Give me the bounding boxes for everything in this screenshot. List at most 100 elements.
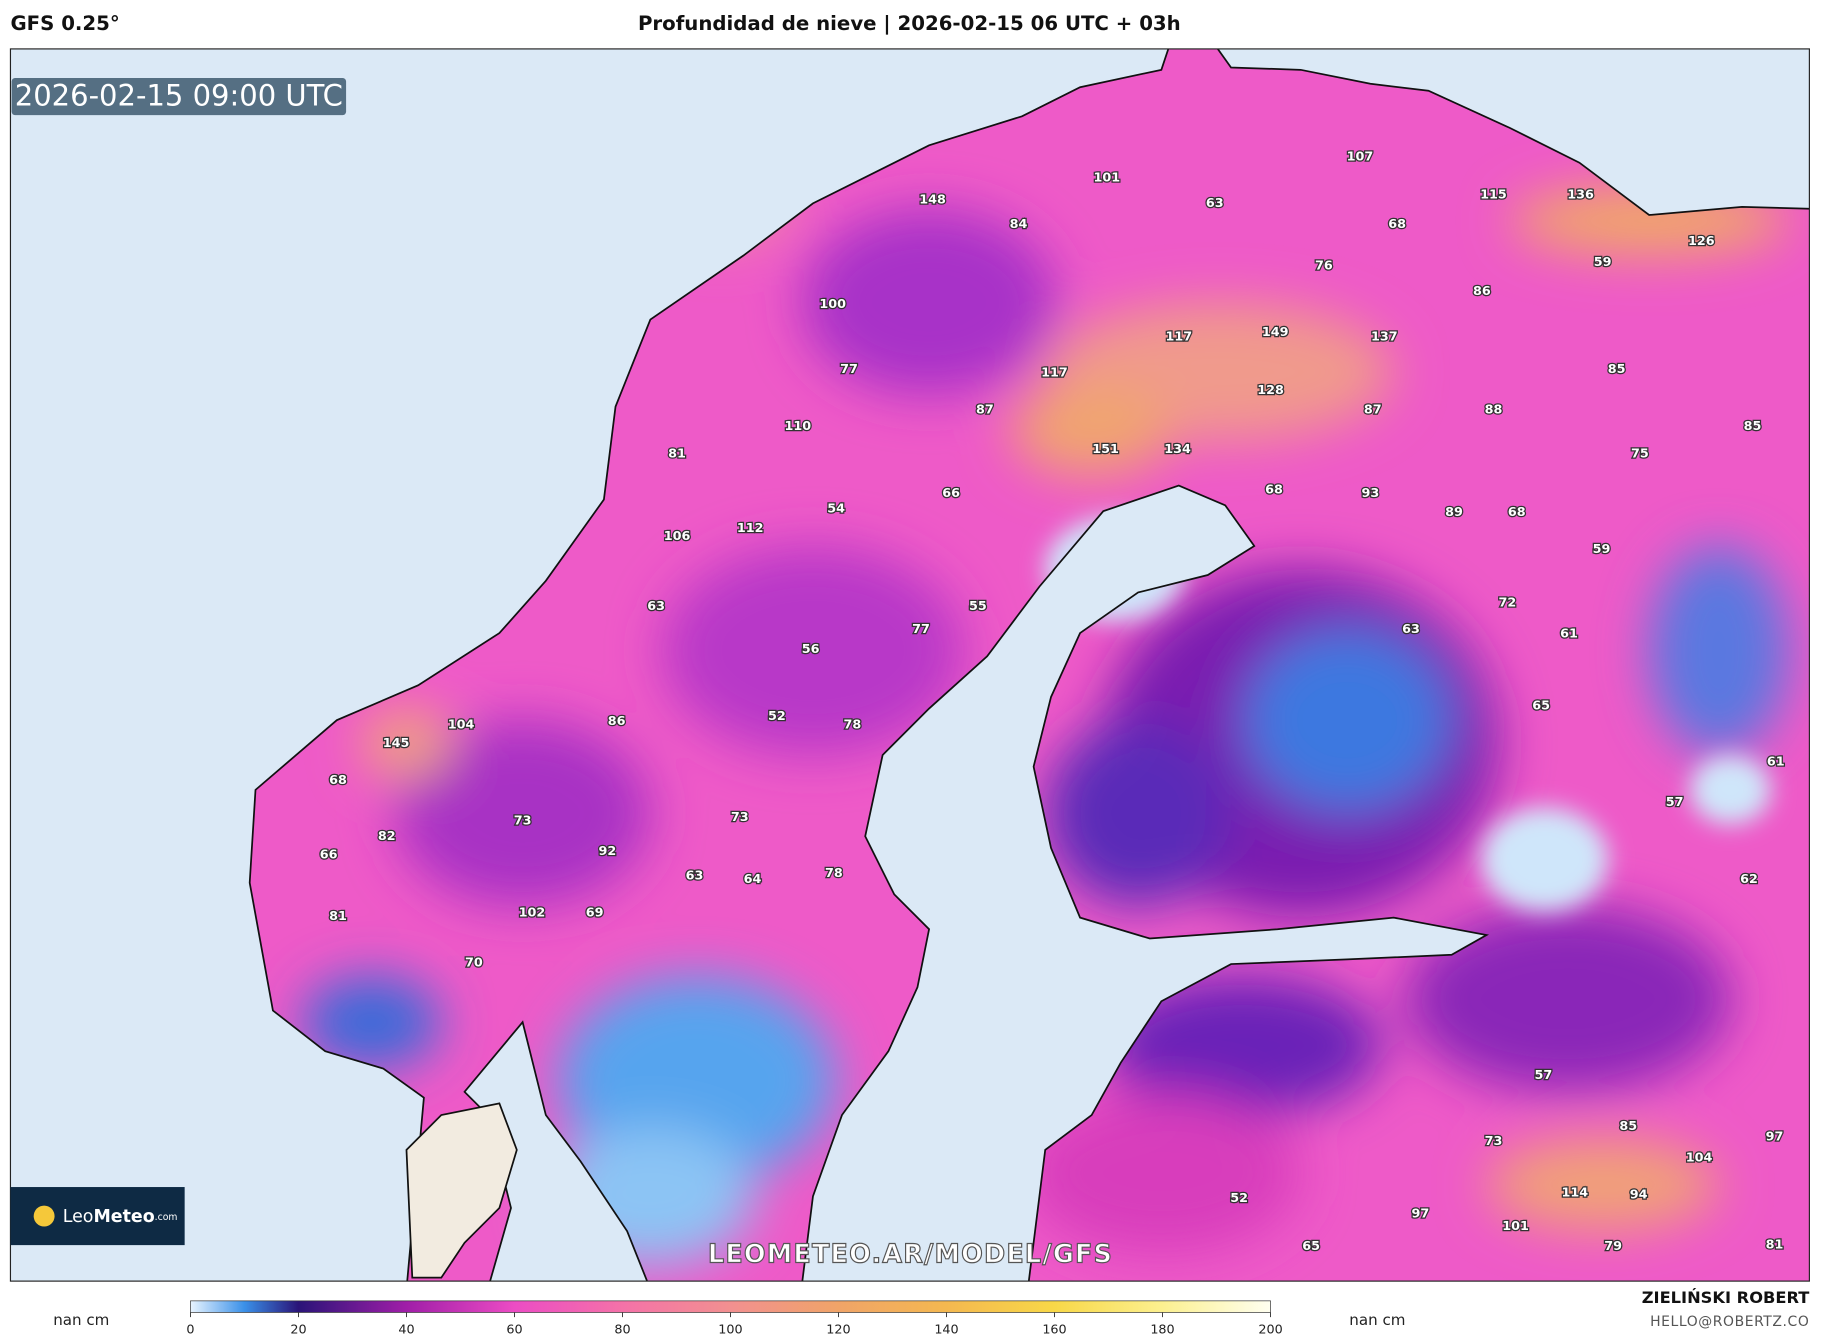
- colorbar-tick-label: 100: [718, 1322, 742, 1337]
- snow-depth-label: 77: [840, 362, 858, 377]
- credit-contact: HELLO@ROBERTZ.CO: [1650, 1314, 1809, 1330]
- colorbar-tick-label: 60: [506, 1322, 522, 1337]
- snow-depth-label: 93: [1362, 486, 1380, 501]
- snow-depth-label: 65: [1302, 1239, 1320, 1254]
- denmark: [405, 1102, 518, 1279]
- snow-depth-label: 149: [1262, 325, 1289, 340]
- snow-depth-label: 114: [1561, 1185, 1588, 1200]
- seas: [10, 48, 1810, 1282]
- snow-depth-label: 57: [1666, 795, 1684, 810]
- snow-depth-label: 115: [1480, 188, 1507, 203]
- snow-depth-label: 63: [647, 599, 665, 614]
- snow-depth-label: 79: [1604, 1239, 1622, 1254]
- snow-depth-label: 89: [1445, 505, 1463, 520]
- snow-depth-label: 62: [1740, 872, 1758, 887]
- logo: LeoMeteo.com: [63, 1207, 178, 1227]
- snow-depth-label: 84: [1010, 217, 1028, 232]
- snow-depth-label: 88: [1485, 403, 1503, 418]
- colorbar-tick-label: 20: [290, 1322, 306, 1337]
- snow-depth-label: 151: [1092, 442, 1119, 457]
- snow-depth-label: 107: [1347, 149, 1374, 164]
- credit-name: ZIELIŃSKI ROBERT: [1642, 1288, 1810, 1307]
- snow-depth-label: 85: [1744, 419, 1762, 434]
- colorbar-tick-label: 140: [934, 1322, 958, 1337]
- snow-depth-label: 73: [514, 814, 532, 829]
- snow-depth-label: 70: [465, 955, 483, 970]
- colorbar-tick-label: 0: [186, 1322, 194, 1337]
- snow-depth-label: 104: [1686, 1151, 1713, 1166]
- watermark: LEOMETEO.AR/MODEL/GFS: [708, 1240, 1113, 1270]
- colorbar-tick-label: 200: [1258, 1322, 1282, 1337]
- snow-depth-label: 106: [664, 529, 691, 544]
- colorbar-tick-label: 40: [398, 1322, 414, 1337]
- snow-depth-label: 82: [378, 829, 396, 844]
- snow-depth-label: 102: [519, 905, 546, 920]
- snow-depth-label: 52: [768, 709, 786, 724]
- snow-field: [301, 151, 1789, 1267]
- timestamp: 2026-02-15 09:00 UTC: [15, 79, 343, 113]
- snow-depth-label: 61: [1767, 754, 1785, 769]
- snow-depth-label: 73: [1485, 1134, 1503, 1149]
- snow-depth-label: 92: [599, 844, 617, 859]
- snow-depth-label: 136: [1567, 188, 1594, 203]
- snow-depth-label: 86: [1473, 284, 1491, 299]
- snow-depth-label: 78: [844, 717, 862, 732]
- snow-depth-label: 68: [329, 773, 347, 788]
- snow-depth-label: 63: [686, 868, 704, 883]
- snow-depth-label: 59: [1593, 542, 1611, 557]
- colorbar: [190, 1300, 1271, 1313]
- snow-depth-label: 68: [1265, 483, 1283, 498]
- snow-depth-label: 61: [1560, 627, 1578, 642]
- snow-depth-label: 134: [1164, 442, 1191, 457]
- snow-depth-label: 69: [586, 905, 604, 920]
- snow-depth-label: 85: [1619, 1119, 1637, 1134]
- map: 148 101 63 107 115 136 84 68 126 76 59 86 100 117 149 1…: [10, 48, 1810, 1282]
- snow-depth-label: 86: [608, 714, 626, 729]
- colorbar-tick-label: 120: [826, 1322, 850, 1337]
- snow-depth-label: 110: [785, 419, 812, 434]
- snow-depth-label: 87: [1364, 403, 1382, 418]
- value-labels: 148 101 63 107 115 136 84 68 126 76 59 86 100 117 149 1…: [319, 148, 1786, 1255]
- snow-depth-label: 63: [1206, 196, 1224, 211]
- logo-bold: Meteo: [93, 1207, 154, 1227]
- snow-depth-label: 97: [1411, 1206, 1429, 1221]
- logo-suffix: .com: [155, 1212, 178, 1223]
- snow-depth-label: 101: [1502, 1219, 1529, 1234]
- snow-depth-label: 77: [912, 622, 930, 637]
- snow-depth-label: 81: [1766, 1238, 1784, 1253]
- snow-depth-label: 97: [1766, 1130, 1784, 1145]
- snow-depth-label: 57: [1535, 1068, 1553, 1083]
- snow-depth-label: 52: [1230, 1191, 1248, 1206]
- snow-depth-label: 101: [1093, 170, 1120, 185]
- snow-depth-label: 64: [744, 872, 762, 887]
- snow-depth-label: 145: [383, 736, 410, 751]
- snow-depth-label: 100: [819, 297, 846, 312]
- snow-depth-label: 65: [1532, 699, 1550, 714]
- snow-depth-label: 81: [329, 909, 347, 924]
- colorbar-tick-label: 160: [1042, 1322, 1066, 1337]
- snow-depth-label: 63: [1402, 622, 1420, 637]
- snow-depth-label: 87: [976, 403, 994, 418]
- snow-depth-label: 76: [1315, 259, 1333, 274]
- snow-depth-label: 68: [1388, 217, 1406, 232]
- snow-depth-label: 73: [731, 810, 749, 825]
- snow-depth-label: 126: [1688, 234, 1715, 249]
- snow-depth-label: 117: [1041, 365, 1068, 380]
- unit-right: nan cm: [1349, 1311, 1405, 1329]
- timestamp-box: [11, 77, 347, 116]
- map-frame: [9, 48, 1810, 1282]
- snow-depth-label: 128: [1257, 383, 1284, 398]
- snow-depth-label: 137: [1371, 329, 1398, 344]
- snow-depth-label: 104: [448, 717, 475, 732]
- map-title: Profundidad de nieve | 2026-02-15 06 UTC…: [638, 12, 1181, 35]
- logo-sun: [33, 1205, 55, 1227]
- colorbar-tick-label: 180: [1150, 1322, 1174, 1337]
- model-name: GFS 0.25°: [10, 12, 119, 35]
- snow-depth-label: 59: [1594, 255, 1612, 270]
- snow-depth-label: 72: [1499, 595, 1517, 610]
- snow-depth-label: 75: [1631, 447, 1649, 462]
- snow-depth-label: 56: [802, 642, 820, 657]
- snow-depth-label: 148: [919, 192, 946, 207]
- snow-depth-label: 81: [668, 447, 686, 462]
